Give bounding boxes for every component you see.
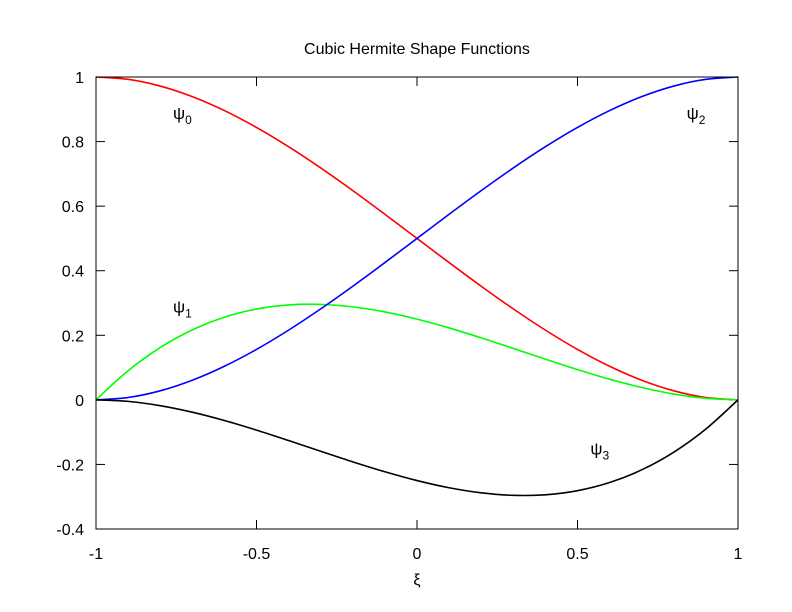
x-axis-label: ξ xyxy=(413,572,420,589)
series-line-2 xyxy=(95,76,739,401)
annotation-base: ψ xyxy=(687,104,699,123)
y-tick-label: 0.6 xyxy=(62,199,84,216)
series-line-1 xyxy=(95,303,739,401)
y-tick-label: -0.2 xyxy=(56,457,84,474)
annotation-label: ψ0 xyxy=(173,104,192,127)
annotation-label: ψ3 xyxy=(590,440,609,463)
annotation-base: ψ xyxy=(173,298,185,317)
y-tick-label: 0.4 xyxy=(62,264,84,281)
x-tick-label: 1 xyxy=(734,546,743,563)
x-tick-label: -1 xyxy=(89,546,103,563)
annotation-subscript: 1 xyxy=(185,307,192,321)
x-tick-label: 0 xyxy=(413,546,422,563)
x-tick-label: -0.5 xyxy=(243,546,271,563)
annotation-subscript: 0 xyxy=(185,113,192,127)
annotation-base: ψ xyxy=(590,440,602,459)
x-tick-label: 0.5 xyxy=(566,546,588,563)
annotation-label: ψ2 xyxy=(687,104,706,127)
series-line-3 xyxy=(95,399,739,497)
plot-border xyxy=(95,76,739,530)
y-tick-label: 0 xyxy=(75,393,84,410)
y-tick-label: 0.2 xyxy=(62,328,84,345)
annotation-subscript: 3 xyxy=(602,449,609,463)
y-tick-label: -0.4 xyxy=(56,522,84,539)
annotation-subscript: 2 xyxy=(699,113,706,127)
y-tick-label: 1 xyxy=(75,70,84,87)
annotation-label: ψ1 xyxy=(173,298,192,321)
y-tick-label: 0.8 xyxy=(62,135,84,152)
chart-title: Cubic Hermite Shape Functions xyxy=(304,41,530,58)
annotation-base: ψ xyxy=(173,104,185,123)
